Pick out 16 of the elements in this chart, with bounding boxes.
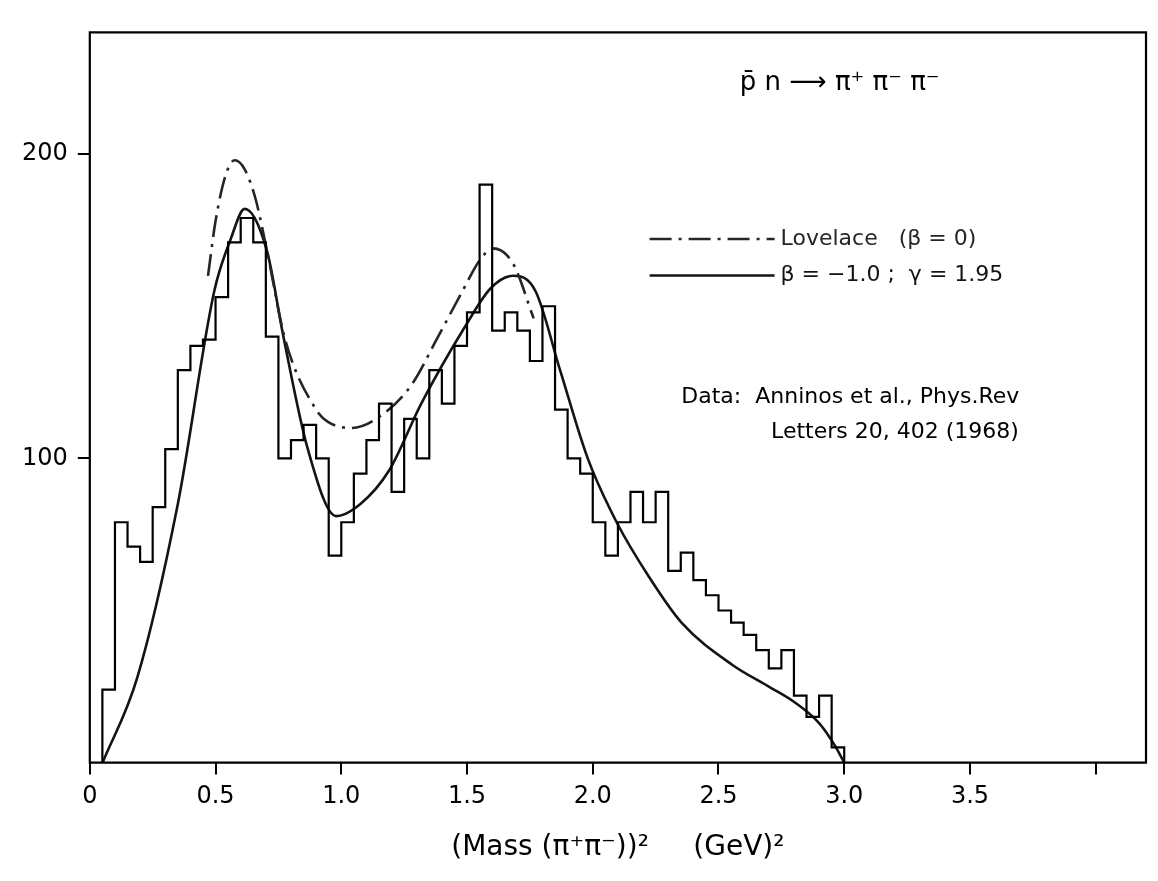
y-tick-label: 200 <box>22 138 68 167</box>
x-tick-label: 0 <box>82 781 98 810</box>
x-tick-label: 2.0 <box>573 781 612 810</box>
x-tick-label: 3.0 <box>825 781 864 810</box>
x-tick-label: 1.5 <box>447 781 487 810</box>
x-tick-label: 1.0 <box>322 781 361 810</box>
x-tick-label: 3.5 <box>950 781 990 810</box>
annotation: p̄ n ⟶ π⁺ π⁻ π⁻ <box>739 66 940 97</box>
x-tick-label: 2.5 <box>699 781 738 810</box>
x-axis-title: (Mass (π⁺π⁻))² (GeV)² <box>451 829 785 863</box>
line-series <box>206 158 535 430</box>
x-tick-label: 0.5 <box>196 781 235 810</box>
y-tick-label: 100 <box>22 442 68 471</box>
text: Lovelace (β = 0) <box>780 224 977 250</box>
annotation: Data: Anninos et al., Phys.Rev Letters 20, 402 (1968) <box>681 383 1020 444</box>
text: β = −1.0 ; γ = 1.95 <box>780 261 1004 287</box>
